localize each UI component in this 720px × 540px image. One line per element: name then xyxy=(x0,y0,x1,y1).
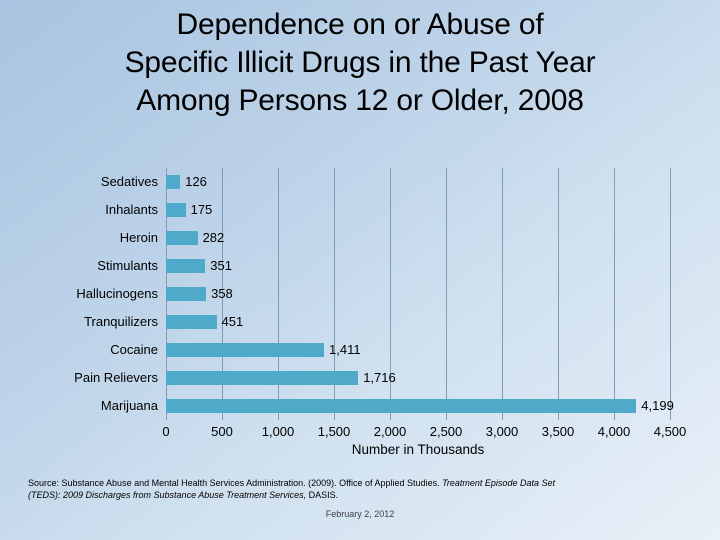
chart-row: Hallucinogens 358 xyxy=(76,280,670,308)
title-line-2: Specific Illicit Drugs in the Past Year xyxy=(124,46,596,79)
x-tick-label: 2,500 xyxy=(429,424,463,439)
bar[interactable] xyxy=(166,203,186,217)
source-note: Source: Substance Abuse and Mental Healt… xyxy=(28,477,692,501)
x-axis-ticks: 0 500 1,000 1,500 2,000 2,500 3,000 3,500 4,000 4… xyxy=(162,424,686,442)
x-tick-label: 3,500 xyxy=(541,424,575,439)
bar-value-label: 351 xyxy=(210,258,232,273)
bar[interactable] xyxy=(166,175,181,189)
source-text-2-italic: (TEDS): 2009 Discharges from Substance A… xyxy=(28,490,309,500)
category-label: Stimulants xyxy=(97,258,158,273)
x-tick-label: 1,500 xyxy=(317,424,351,439)
bar[interactable] xyxy=(166,231,198,245)
gridline xyxy=(502,168,503,420)
bar-value-label: 175 xyxy=(190,202,213,217)
bar-value-label: 358 xyxy=(211,286,233,301)
x-tick-label: 4,000 xyxy=(597,424,631,439)
gridline xyxy=(614,168,615,420)
chart-row: Inhalants 175 xyxy=(105,196,670,224)
x-tick-label: 1,000 xyxy=(261,424,295,439)
chart-row: Cocaine 1,411 xyxy=(110,336,670,364)
title-line-1: Dependence on or Abuse of xyxy=(176,8,544,41)
chart-row: Stimulants 351 xyxy=(97,252,670,280)
gridline xyxy=(278,168,279,420)
source-text-2: DASIS. xyxy=(308,490,339,500)
bar-value-label: 1,411 xyxy=(329,342,361,357)
x-tick-label: 3,000 xyxy=(485,424,519,439)
category-label: Heroin xyxy=(119,230,158,245)
bar-value-label: 1,716 xyxy=(363,370,396,385)
x-tick-label: 500 xyxy=(211,424,233,439)
chart-row: Sedatives 126 xyxy=(101,168,670,196)
bar[interactable] xyxy=(166,343,325,357)
bar[interactable] xyxy=(166,371,359,385)
x-tick-label: 2,000 xyxy=(373,424,407,439)
source-text-1: Source: Substance Abuse and Mental Healt… xyxy=(28,478,443,488)
chart-row: Marijuana 4,199 xyxy=(101,392,674,420)
gridline xyxy=(558,168,559,420)
category-label: Marijuana xyxy=(100,398,158,413)
gridline xyxy=(334,168,335,420)
bar-value-label: 126 xyxy=(185,174,207,189)
category-label: Hallucinogens xyxy=(76,286,158,301)
gridline xyxy=(446,168,447,420)
x-tick-label: 0 xyxy=(162,424,170,439)
page-title: Dependence on or Abuse of Specific Illic… xyxy=(0,6,720,120)
bar-value-label: 4,199 xyxy=(641,398,674,413)
gridline xyxy=(222,168,223,420)
bar-chart: Sedatives 126 Inhalants 175 Heroin 282 Stimula… xyxy=(0,160,720,457)
category-label: Pain Relievers xyxy=(74,370,158,385)
gridline xyxy=(390,168,391,420)
source-text-1-italic: Treatment Episode Data Set xyxy=(442,478,555,488)
bar-value-label: 282 xyxy=(202,230,225,245)
bar[interactable] xyxy=(166,287,207,301)
bar[interactable] xyxy=(166,259,206,273)
bar[interactable] xyxy=(166,399,637,413)
category-label: Sedatives xyxy=(100,174,158,189)
bar[interactable] xyxy=(166,315,217,329)
chart-row: Heroin 282 xyxy=(120,224,670,252)
category-label: Cocaine xyxy=(110,342,158,357)
title-line-3: Among Persons 12 or Older, 2008 xyxy=(136,84,584,117)
category-label: Tranquilizers xyxy=(84,314,158,329)
x-axis-title: Number in Thousands xyxy=(351,442,485,457)
date-stamp: February 2, 2012 xyxy=(325,509,395,519)
bar-value-label: 451 xyxy=(221,314,244,329)
category-label: Inhalants xyxy=(105,202,158,217)
plot-area: Sedatives 126 Inhalants 175 Heroin 282 Stimula… xyxy=(74,168,674,420)
chart-row: Pain Relievers 1,716 xyxy=(74,364,670,392)
chart-row: Tranquilizers 451 xyxy=(84,308,670,336)
gridline xyxy=(670,168,671,420)
x-tick-label: 4,500 xyxy=(653,424,687,439)
